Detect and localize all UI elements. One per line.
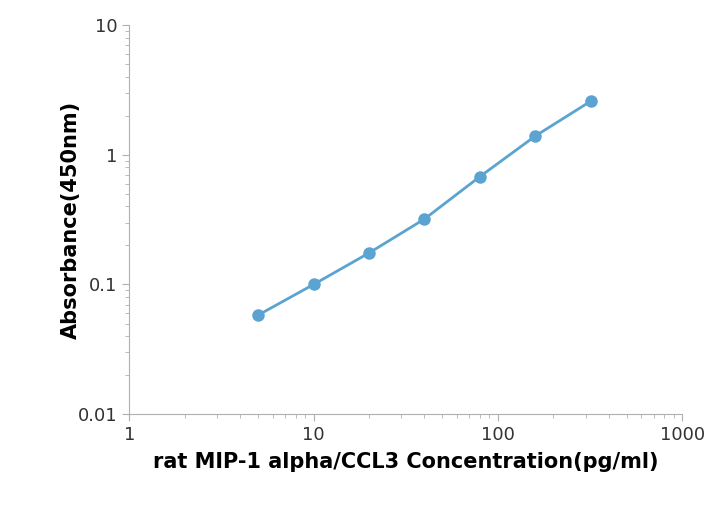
X-axis label: rat MIP-1 alpha/CCL3 Concentration(pg/ml): rat MIP-1 alpha/CCL3 Concentration(pg/ml… xyxy=(153,452,658,472)
Y-axis label: Absorbance(450nm): Absorbance(450nm) xyxy=(60,100,80,339)
